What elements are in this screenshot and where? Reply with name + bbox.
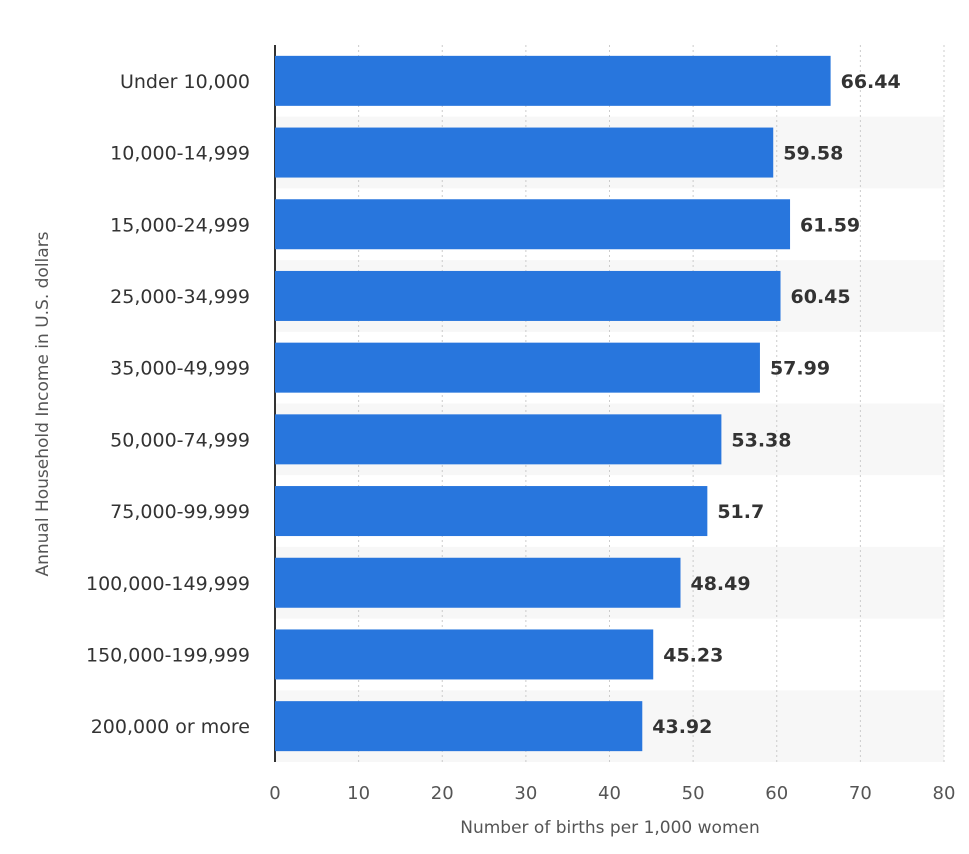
x-tick-label: 0	[269, 783, 280, 804]
bar	[275, 342, 760, 393]
bars	[275, 55, 831, 752]
category-label: 150,000-199,999	[86, 644, 250, 666]
x-tick-label: 60	[765, 783, 788, 804]
data-label: 60.45	[791, 286, 851, 308]
x-tick-label: 50	[682, 783, 705, 804]
bar	[275, 701, 643, 752]
data-label: 66.44	[841, 71, 901, 93]
data-label: 53.38	[731, 429, 791, 451]
x-tick-label: 10	[347, 783, 370, 804]
y-axis-title: Annual Household Income in U.S. dollars	[33, 231, 53, 576]
category-label: 15,000-24,999	[110, 214, 250, 236]
category-label: 200,000 or more	[91, 716, 250, 738]
x-axis-title: Number of births per 1,000 women	[460, 818, 760, 838]
data-label: 45.23	[663, 644, 723, 666]
category-labels: Under 10,000 10,000-14,999 15,000-24,999 25…	[86, 71, 250, 738]
data-label: 57.99	[770, 358, 830, 380]
bar	[275, 199, 791, 250]
x-tick-label: 40	[598, 783, 621, 804]
bar	[275, 55, 831, 106]
category-label: Under 10,000	[120, 71, 250, 93]
category-label: 50,000-74,999	[110, 429, 250, 451]
category-label: 10,000-14,999	[110, 143, 250, 165]
data-label: 48.49	[690, 573, 750, 595]
category-label: 25,000-34,999	[110, 286, 250, 308]
data-label: 61.59	[800, 214, 860, 236]
x-tick-label: 30	[514, 783, 537, 804]
data-label: 59.58	[783, 143, 843, 165]
category-label: 75,000-99,999	[110, 501, 250, 523]
x-tick-label: 70	[849, 783, 872, 804]
bar	[275, 270, 781, 321]
data-label: 43.92	[652, 716, 712, 738]
data-labels: 66.44 59.58 61.59 60.45 57.99 53.38 51.7 48.49 4…	[652, 71, 900, 738]
x-tick-labels: 0 10 20 30 40 50 60 70 80	[269, 783, 955, 804]
bar	[275, 486, 708, 537]
category-label: 100,000-149,999	[86, 573, 250, 595]
bar	[275, 629, 654, 680]
data-label: 51.7	[717, 501, 764, 523]
bar	[275, 127, 774, 178]
category-label: 35,000-49,999	[110, 358, 250, 380]
bar	[275, 557, 681, 608]
x-tick-label: 80	[933, 783, 956, 804]
x-tick-label: 20	[431, 783, 454, 804]
bar	[275, 414, 722, 465]
